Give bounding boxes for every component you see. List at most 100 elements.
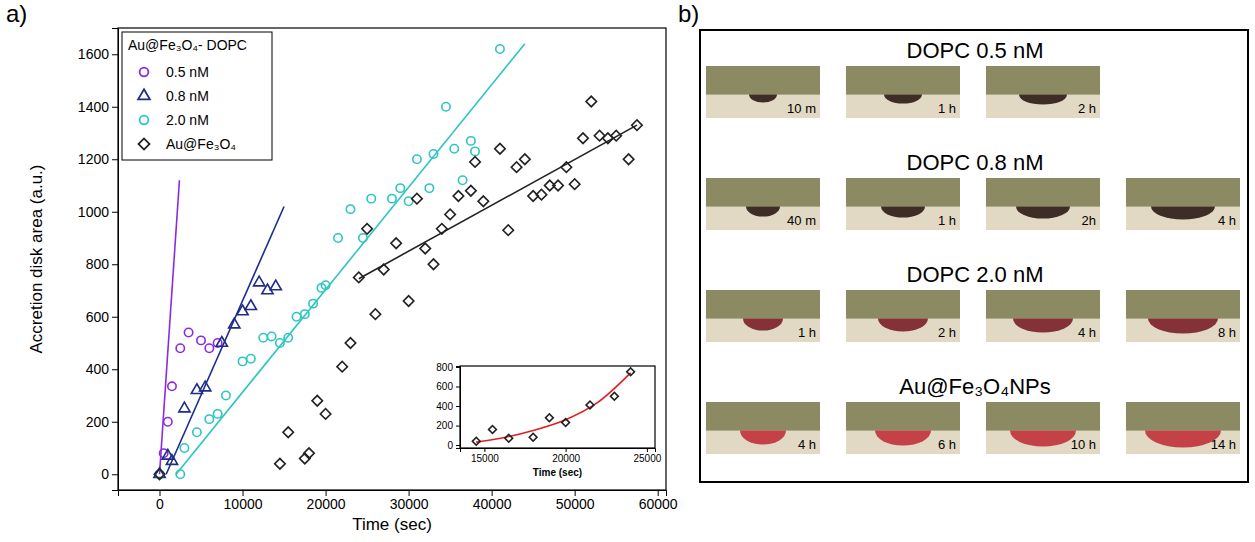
data-point	[429, 150, 437, 158]
photo	[846, 66, 960, 118]
photo	[1126, 402, 1240, 454]
y-tick-label: 600	[436, 381, 453, 392]
data-point	[176, 470, 184, 478]
x-tick: 40000	[473, 490, 512, 512]
photo-bottom	[846, 431, 960, 454]
data-point	[412, 193, 422, 203]
y-tick: 1000	[78, 204, 118, 220]
photo-bottom	[846, 207, 960, 230]
data-point	[245, 300, 256, 310]
data-point	[425, 184, 433, 192]
x-tick-label: 10000	[224, 496, 263, 512]
photo-time: 1 h	[798, 325, 816, 340]
data-point	[471, 147, 479, 155]
photo-top	[846, 290, 960, 342]
y-tick: 600	[86, 309, 118, 325]
y-tick: 0	[101, 466, 118, 482]
data-point	[561, 162, 571, 172]
photo	[1126, 290, 1240, 342]
fit-line	[476, 373, 630, 442]
photo-bottom	[986, 431, 1100, 454]
droplet	[740, 431, 786, 445]
photo-top	[1126, 402, 1240, 454]
data-point	[453, 191, 463, 201]
y-axis-line	[456, 367, 461, 449]
data-point	[301, 310, 309, 318]
data-point	[450, 145, 458, 153]
photo-top	[706, 66, 820, 118]
legend-title: Au@Fe₃O₄- DOPC	[128, 37, 247, 53]
photo-bottom	[706, 319, 820, 342]
data-point	[520, 154, 530, 164]
data-point	[205, 415, 213, 423]
y-tick-mark	[112, 264, 118, 265]
y-tick: 1600	[78, 46, 118, 62]
data-point	[304, 448, 314, 458]
data-point	[321, 281, 329, 289]
photo-time: 14 h	[1211, 437, 1236, 452]
group-title: Au@Fe₃O₄NPs	[899, 374, 1051, 399]
droplet	[881, 207, 925, 218]
photo	[846, 178, 960, 230]
photo-top	[1126, 290, 1240, 342]
data-point	[470, 157, 480, 167]
photo-bottom	[706, 95, 820, 118]
legend-label: 0.8 nM	[166, 88, 209, 104]
data-point	[213, 410, 221, 418]
data-point	[627, 368, 635, 376]
y-tick-label: 400	[436, 401, 453, 412]
data-point	[553, 180, 563, 190]
y-tick: 200	[436, 420, 460, 431]
photo-time: 1 h	[938, 213, 956, 228]
droplet	[746, 207, 780, 217]
data-point	[370, 309, 380, 319]
data-point	[292, 313, 300, 321]
data-point	[166, 455, 177, 465]
x-tick-label: 40000	[473, 496, 512, 512]
data-point	[334, 234, 342, 242]
photo-bottom	[1126, 319, 1240, 342]
x-tick-label: 25000	[633, 453, 661, 464]
data-point	[345, 338, 355, 348]
photo	[986, 66, 1100, 118]
droplet	[1010, 431, 1076, 447]
photo-time: 2 h	[938, 325, 956, 340]
data-point	[180, 444, 188, 452]
y-tick-label: 1400	[78, 99, 109, 115]
legend: Au@Fe₃O₄- DOPC0.5 nM0.8 nM2.0 nMAu@Fe₃O₄	[122, 32, 272, 160]
photo-time: 4 h	[1078, 325, 1096, 340]
photo	[986, 178, 1100, 230]
data-point	[362, 224, 372, 234]
y-tick-mark	[456, 406, 460, 407]
data-point	[197, 336, 205, 344]
y-tick-mark	[112, 317, 118, 318]
photo-time: 2h	[1082, 213, 1096, 228]
photo	[986, 402, 1100, 454]
y-tick-label: 200	[436, 420, 453, 431]
plot-frame	[460, 366, 655, 448]
data-point	[247, 355, 255, 363]
photo-bottom	[986, 207, 1100, 230]
data-point	[378, 264, 388, 274]
x-axis: 150002000025000	[461, 448, 662, 464]
panel-label: a)	[6, 0, 27, 27]
x-tick-label: 15000	[471, 453, 499, 464]
y-axis: 02004006008001000120014001600	[78, 29, 119, 491]
x-tick: 25000	[633, 448, 661, 464]
photo-bottom	[706, 431, 820, 454]
y-tick-label: 1000	[78, 204, 109, 220]
data-point	[388, 194, 396, 202]
data-point	[205, 344, 213, 352]
inset-background	[426, 360, 661, 482]
y-tick-mark	[112, 212, 118, 213]
y-tick-label: 800	[86, 256, 110, 272]
data-point	[359, 234, 367, 242]
y-axis: 0200400600800	[436, 362, 460, 451]
droplet	[1151, 207, 1215, 220]
photo-bottom	[846, 95, 960, 118]
photo-time: 40 m	[787, 213, 816, 228]
photo	[986, 290, 1100, 342]
legend-marker	[138, 89, 150, 99]
photo	[706, 178, 820, 230]
data-point	[505, 434, 513, 442]
